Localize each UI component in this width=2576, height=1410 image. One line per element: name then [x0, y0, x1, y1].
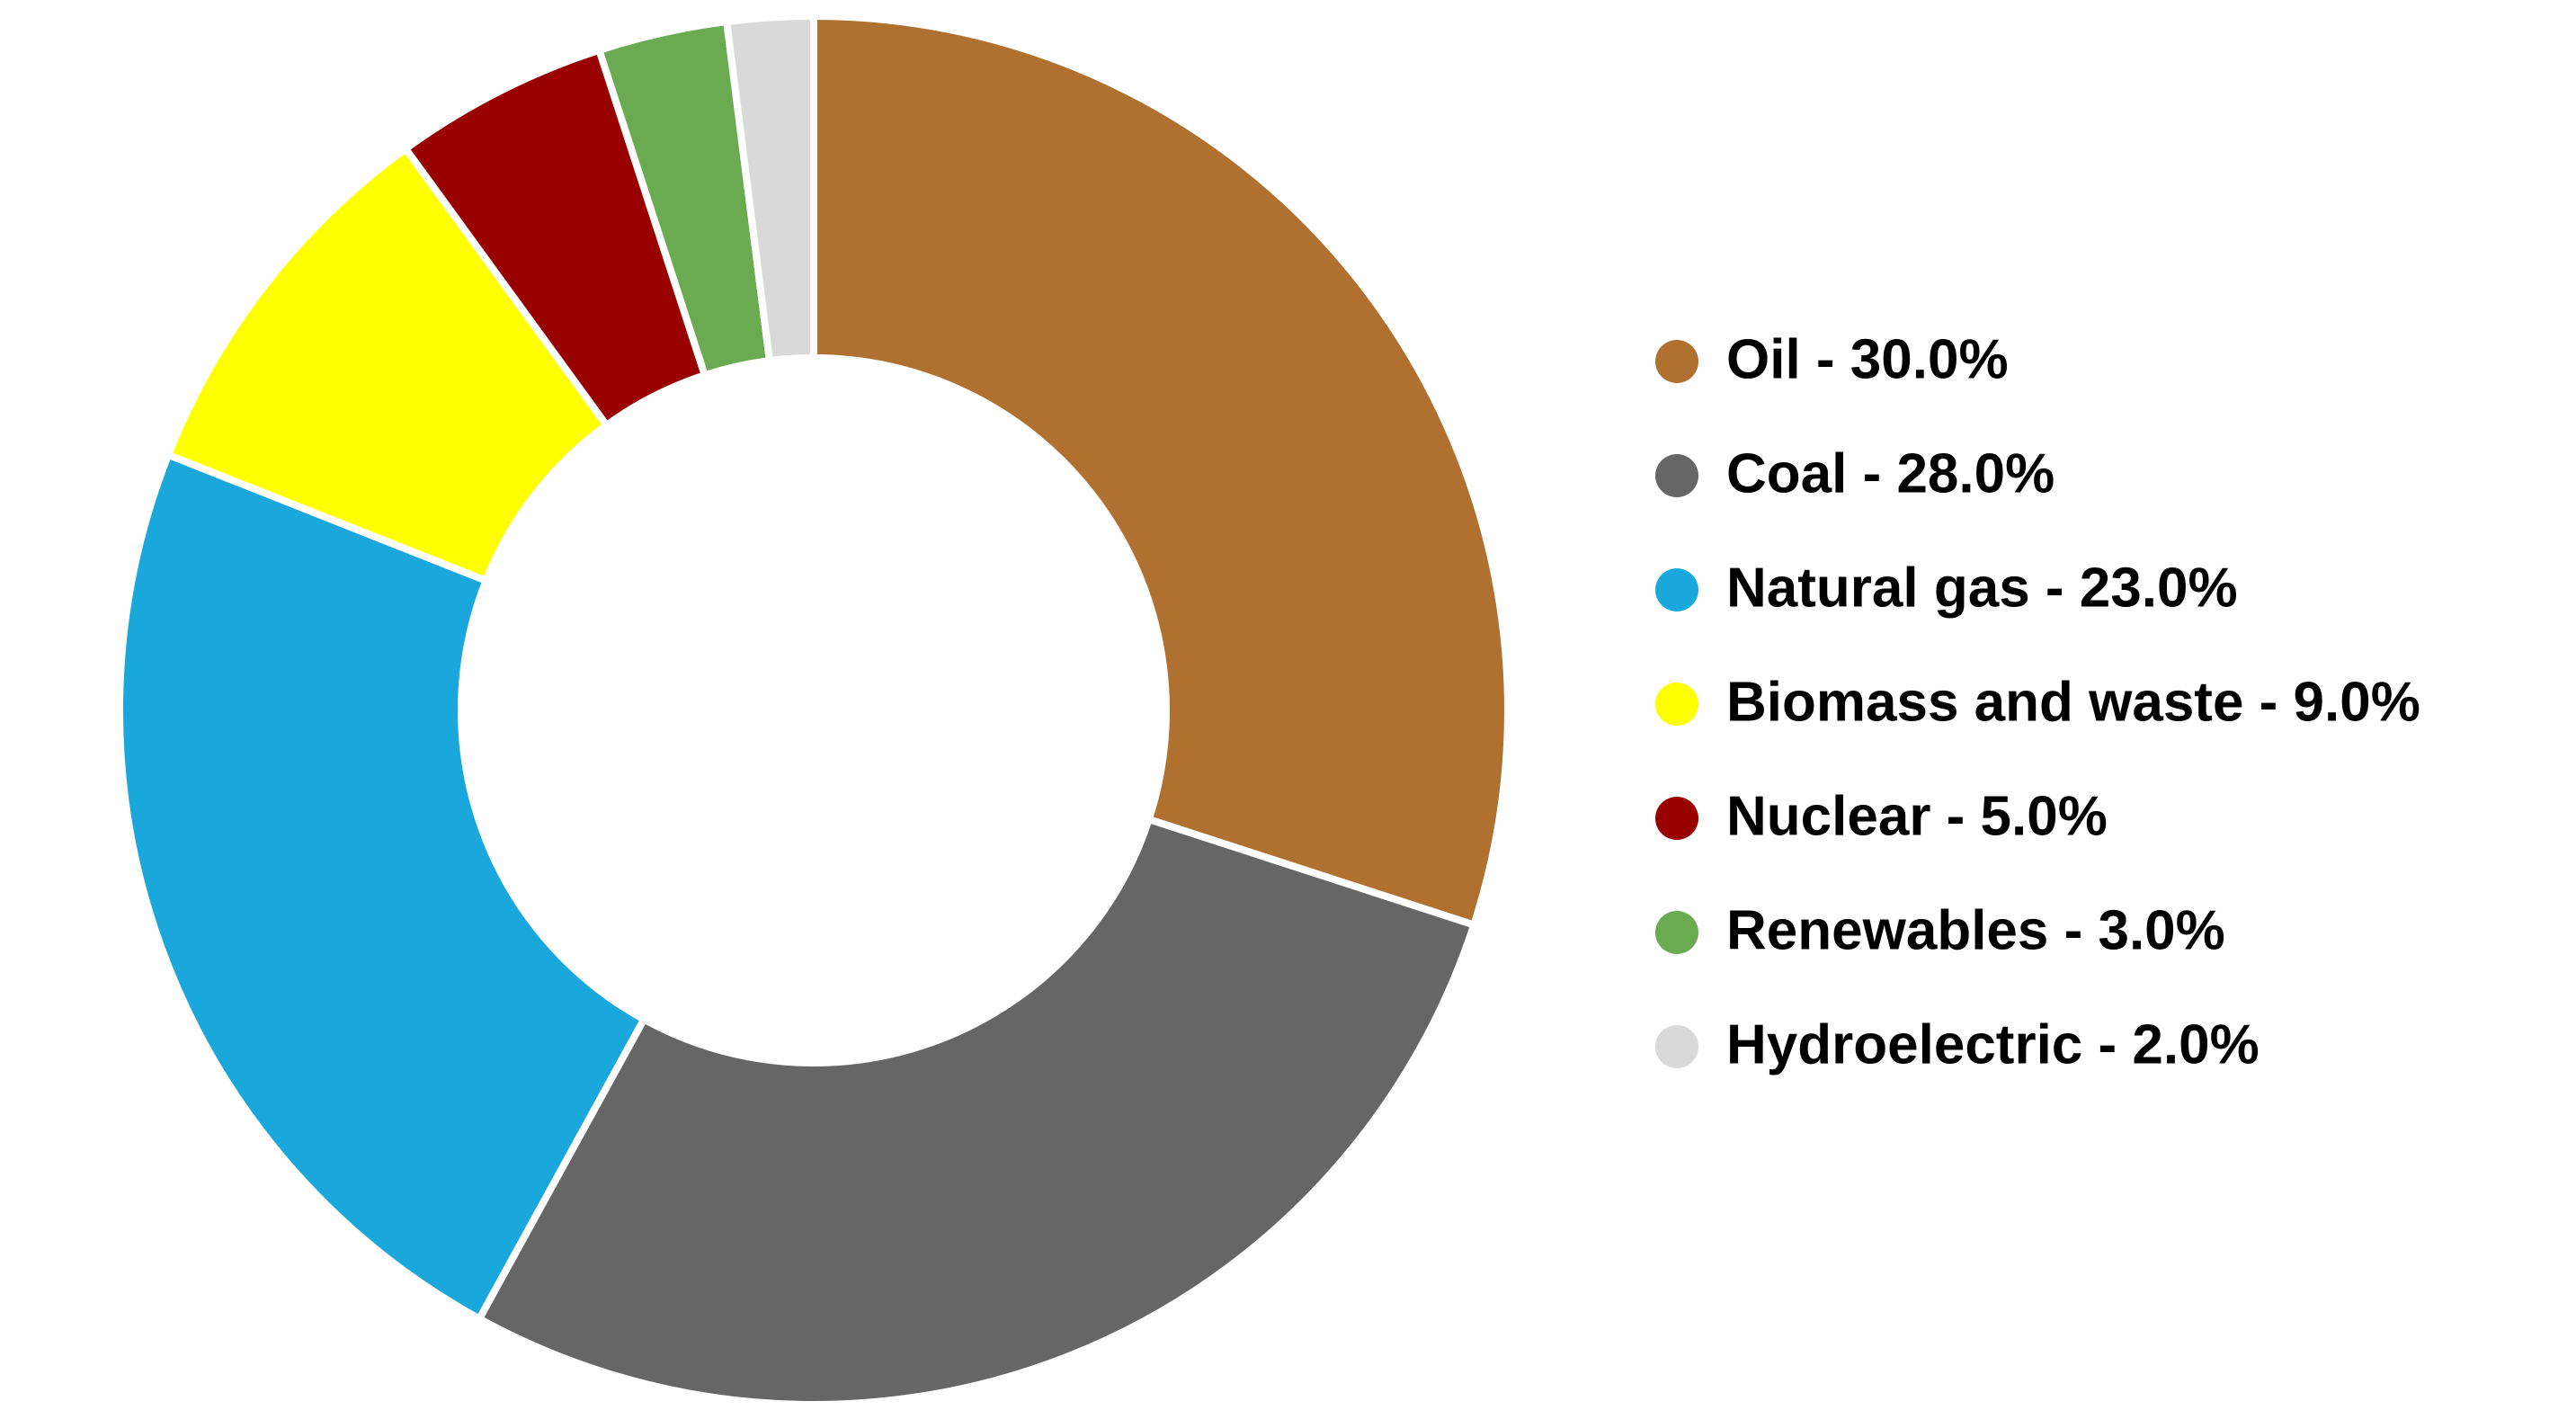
legend-label: Coal - 28.0%	[1726, 442, 2055, 504]
legend-marker	[1655, 911, 1698, 954]
legend-label: Renewables - 3.0%	[1726, 899, 2225, 961]
legend-marker	[1655, 1025, 1698, 1068]
legend-marker	[1655, 683, 1698, 726]
legend-label: Biomass and waste - 9.0%	[1726, 671, 2420, 733]
donut-slice	[810, 12, 1511, 930]
legend-label: Nuclear - 5.0%	[1726, 785, 2108, 847]
donut-slice	[116, 450, 649, 1324]
legend-label: Oil - 30.0%	[1726, 328, 2009, 390]
legend-label: Natural gas - 23.0%	[1726, 557, 2238, 619]
donut-slice	[722, 12, 817, 365]
legend-marker	[1655, 454, 1698, 497]
donut-slice	[164, 143, 612, 585]
legend-marker	[1655, 568, 1698, 611]
legend-marker	[1655, 797, 1698, 840]
donut-slice	[474, 815, 1479, 1408]
legend-label: Hydroelectric - 2.0%	[1726, 1013, 2260, 1075]
legend-marker	[1655, 340, 1698, 383]
